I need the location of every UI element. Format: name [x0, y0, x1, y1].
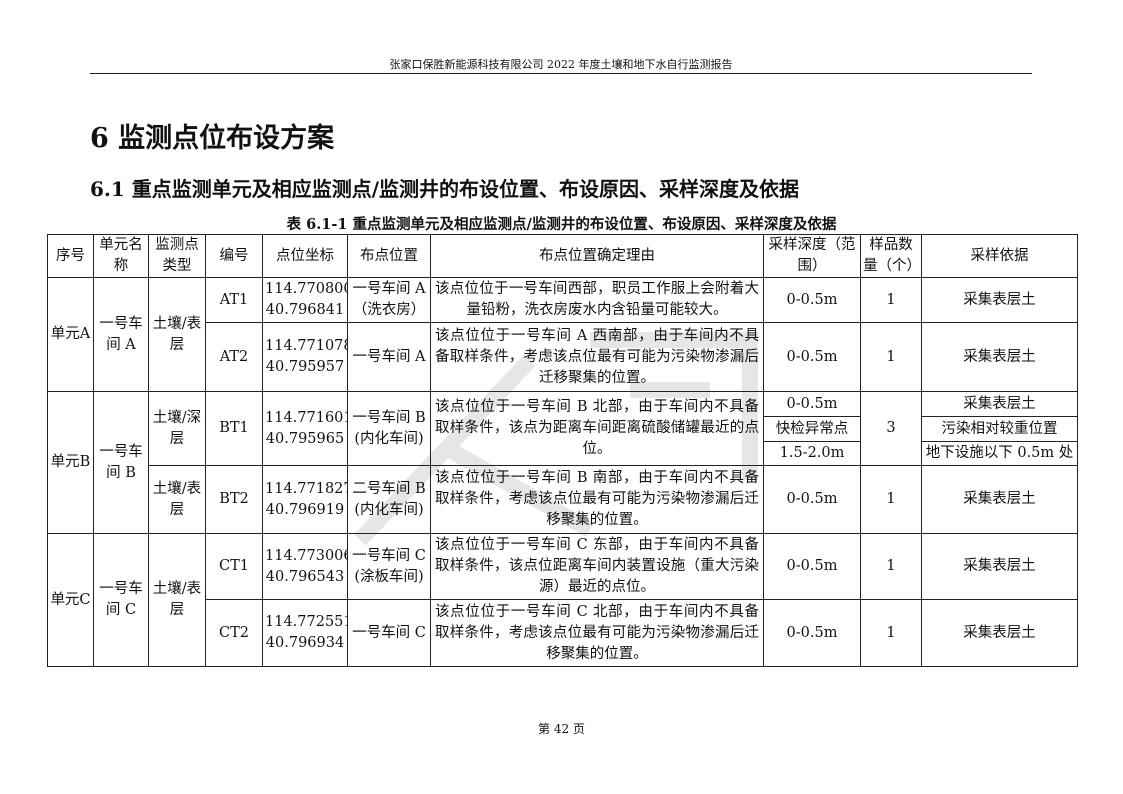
sample-depth: 0-0.5m — [763, 277, 861, 323]
col-header: 编号 — [205, 234, 263, 278]
sample-basis: 采集表层土 — [921, 391, 1078, 417]
point-coord: 114.772551, 40.796934 — [262, 599, 348, 667]
point-id: CT1 — [205, 533, 263, 600]
sample-depth: 快检异常点 — [763, 416, 861, 442]
unit-name: 一号车间 C — [93, 533, 149, 667]
sample-count: 1 — [860, 599, 922, 667]
sample-depth: 0-0.5m — [763, 533, 861, 600]
sample-basis: 采集表层土 — [921, 277, 1078, 323]
point-type: 土壤/表层 — [148, 533, 206, 667]
point-id: BT2 — [205, 465, 263, 534]
table-row: 单元B 一号车间 B 土壤/深层 BT1 114.771601, 40.7959… — [47, 391, 1078, 534]
point-coord: 114.770800, 40.796841 — [262, 277, 348, 323]
col-header: 布点位置确定理由 — [430, 234, 764, 278]
point-id: BT1 — [205, 391, 263, 466]
point-type: 土壤/深层 — [148, 391, 206, 466]
subsection-heading: 6.1 重点监测单元及相应监测点/监测井的布设位置、布设原因、采样深度及依据 — [90, 177, 800, 201]
header-divider — [90, 73, 1032, 74]
point-reason: 该点位位于一号车间 B 南部，由于车间内不具备取样条件，考虑该点位最有可能为污染… — [430, 465, 764, 534]
point-coord: 114.771601, 40.795965 — [262, 391, 348, 466]
col-header: 采样依据 — [921, 234, 1078, 278]
sample-basis: 地下设施以下 0.5m 处 — [921, 441, 1078, 466]
sample-count: 1 — [860, 465, 922, 534]
col-header: 点位坐标 — [262, 234, 348, 278]
sample-depth: 0-0.5m — [763, 391, 861, 417]
col-header: 监测点类型 — [148, 234, 206, 278]
point-reason: 该点位位于一号车间 A 西南部，由于车间内不具备取样条件，考虑该点位最有可能为污… — [430, 322, 764, 392]
point-coord: 114.771827, 40.796919 — [262, 465, 348, 534]
point-coord: 114.773006, 40.796543 — [262, 533, 348, 600]
point-location: 一号车间 B (内化车间) — [347, 391, 431, 466]
point-coord: 114.771078, 40.795957 — [262, 322, 348, 392]
sample-count: 1 — [860, 533, 922, 600]
sample-count: 3 — [860, 391, 922, 466]
unit-seq: 单元C — [47, 533, 94, 667]
point-location: 一号车间 A — [347, 322, 431, 392]
col-header: 序号 — [47, 234, 94, 278]
point-location: 一号车间 A（洗衣房） — [347, 277, 431, 323]
col-header: 布点位置 — [347, 234, 431, 278]
point-location: 一号车间 C — [347, 599, 431, 667]
sample-depth: 0-0.5m — [763, 322, 861, 392]
point-id: AT1 — [205, 277, 263, 323]
point-reason: 该点位位于一号车间西部，职员工作服上会附着大量铅粉，洗衣房废水内含铅量可能较大。 — [430, 277, 764, 323]
col-header: 单元名称 — [93, 234, 149, 278]
point-location: 一号车间 C (涂板车间) — [347, 533, 431, 600]
sample-basis: 采集表层土 — [921, 322, 1078, 392]
unit-seq: 单元A — [47, 277, 94, 392]
table-row: CT2 114.772551, 40.796934 一号车间 C 该点位位于一号… — [48, 599, 1078, 667]
point-reason: 该点位位于一号车间 C 东部，由于车间内不具备取样条件，该点位距离车间内装置设施… — [430, 533, 764, 600]
sample-depth: 1.5-2.0m — [763, 441, 861, 466]
point-type: 土壤/表层 — [148, 277, 206, 392]
table-row: 1.5-2.0m 地下设施以下 0.5m 处 — [48, 441, 1078, 466]
sample-count: 1 — [860, 322, 922, 392]
table-row: 单元A 一号车间 A 土壤/表层 AT1 114.770800, 40.7968… — [47, 277, 1078, 392]
point-type: 土壤/表层 — [148, 465, 206, 534]
unit-name: 一号车间 B — [93, 391, 149, 534]
col-header: 样品数量（个） — [860, 234, 922, 278]
table-caption: 表 6.1-1 重点监测单元及相应监测点/监测井的布设位置、布设原因、采样深度及… — [286, 216, 837, 233]
point-reason: 该点位位于一号车间 B 北部，由于车间内不具备取样条件，该点为距离车间距离硫酸储… — [430, 391, 764, 466]
table-header-row: 序号 单元名称 监测点类型 编号 点位坐标 布点位置 布点位置确定理由 采样深度… — [47, 234, 1078, 278]
point-location: 二号车间 B (内化车间) — [347, 465, 431, 534]
section-heading: 6 监测点位布设方案 — [90, 123, 335, 154]
sample-basis: 采集表层土 — [921, 465, 1078, 534]
sample-depth: 0-0.5m — [763, 599, 861, 667]
monitoring-points-table: 序号 单元名称 监测点类型 编号 点位坐标 布点位置 布点位置确定理由 采样深度… — [47, 234, 1078, 667]
col-header: 采样深度（范围） — [763, 234, 861, 278]
sample-basis: 污染相对较重位置 — [921, 416, 1078, 442]
sample-count: 1 — [860, 277, 922, 323]
table-row: 土壤/表层 BT2 114.771827, 40.796919 二号车间 B (… — [48, 465, 1078, 534]
page-number: 第 42 页 — [538, 722, 585, 736]
unit-name: 一号车间 A — [93, 277, 149, 392]
unit-seq: 单元B — [47, 391, 94, 534]
point-reason: 该点位位于一号车间 C 北部，由于车间内不具备取样条件，考虑该点位最有可能为污染… — [430, 599, 764, 667]
table-row: AT2 114.771078, 40.795957 一号车间 A 该点位位于一号… — [48, 322, 1078, 392]
sample-basis: 采集表层土 — [921, 533, 1078, 600]
point-id: AT2 — [205, 322, 263, 392]
point-id: CT2 — [205, 599, 263, 667]
sample-depth: 0-0.5m — [763, 465, 861, 534]
sample-basis: 采集表层土 — [921, 599, 1078, 667]
running-header: 张家口保胜新能源科技有限公司 2022 年度土壤和地下水自行监测报告 — [389, 58, 733, 71]
table-row: 单元C 一号车间 C 土壤/表层 CT1 114.773006, 40.7965… — [47, 533, 1078, 667]
